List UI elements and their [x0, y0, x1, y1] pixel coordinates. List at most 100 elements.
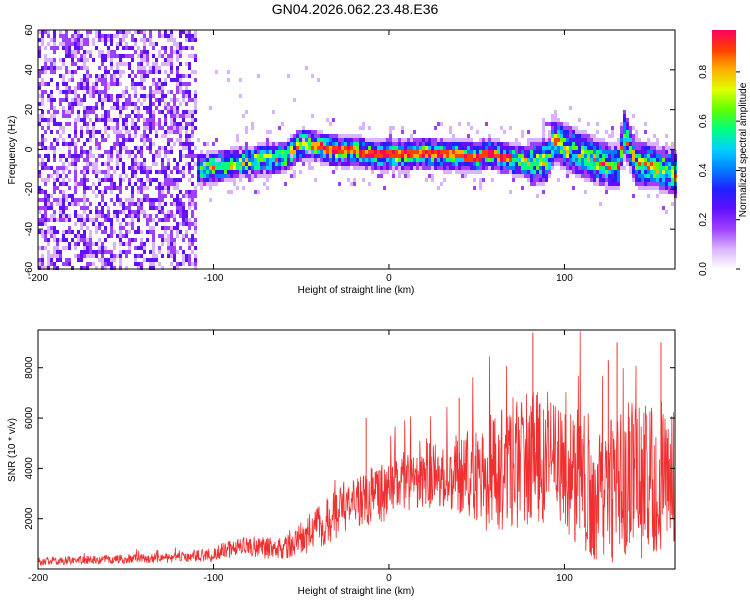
- spectrogram-cell: [638, 170, 641, 174]
- spectrogram-cell: [140, 86, 143, 90]
- spectrogram-cell: [50, 114, 53, 118]
- spectrogram-cell: [83, 118, 86, 122]
- spectrogram-cell: [359, 162, 362, 166]
- spectrogram-cell: [287, 154, 290, 158]
- spectrogram-cell: [428, 166, 431, 170]
- spectrogram-cell: [476, 162, 479, 166]
- spectrogram-cell: [188, 150, 191, 154]
- spectrogram-cell: [161, 146, 164, 150]
- spectrogram-cell: [317, 154, 320, 158]
- spectrogram-cell: [74, 70, 77, 74]
- spectrogram-cell: [98, 34, 101, 38]
- spectrogram-cell: [80, 234, 83, 238]
- spectrogram-cell: [137, 266, 140, 270]
- spectrogram-cell: [80, 102, 83, 106]
- spectrogram-cell: [194, 254, 197, 258]
- spectrogram-cell: [431, 174, 434, 178]
- spectrogram-cell: [86, 82, 89, 86]
- spectrogram-cell: [362, 138, 365, 142]
- spectrogram-cell: [56, 242, 59, 246]
- spectrogram-cell: [320, 154, 323, 158]
- spectrogram-cell: [302, 134, 305, 138]
- spectrogram-cell: [167, 58, 170, 62]
- spectrogram-cell: [446, 158, 449, 162]
- colorbar-tick-label: 0.8: [698, 64, 709, 78]
- spectrogram-cell: [80, 250, 83, 254]
- spectrogram-cell: [152, 82, 155, 86]
- spectrogram-cell: [86, 226, 89, 230]
- spectrogram-cell: [455, 150, 458, 154]
- spectrogram-cell: [416, 142, 419, 146]
- spectrogram-cell: [47, 226, 50, 230]
- spectrogram-cell: [116, 130, 119, 134]
- spectrogram-cell: [545, 138, 548, 142]
- spectrogram-cell: [509, 170, 512, 174]
- spectrogram-cell: [551, 154, 554, 158]
- spectrogram-cell: [158, 126, 161, 130]
- spectrogram-cell: [116, 126, 119, 130]
- spectrogram-cell: [641, 170, 644, 174]
- spectrogram-cell: [44, 222, 47, 226]
- spectrogram-cell: [494, 166, 497, 170]
- spectrogram-cell: [233, 162, 236, 166]
- spectrogram-cell: [320, 142, 323, 146]
- spectrogram-cell: [155, 214, 158, 218]
- spectrogram-cell: [611, 166, 614, 170]
- spectrogram-cell: [290, 158, 293, 162]
- spectrogram-cell: [128, 54, 131, 58]
- spectrogram-cell: [536, 162, 539, 166]
- spectrogram-cell: [557, 122, 560, 126]
- spectrogram-cell: [146, 106, 149, 110]
- spectrogram-cell: [89, 242, 92, 246]
- spectrogram-cell: [209, 186, 212, 190]
- spectrogram-cell: [56, 218, 59, 222]
- spectrogram-cell: [428, 174, 431, 178]
- spectrogram-cell: [116, 154, 119, 158]
- spectrogram-cell: [605, 162, 608, 166]
- spectrogram-cell: [143, 54, 146, 58]
- spectrogram-cell: [104, 94, 107, 98]
- spectrogram-cell: [362, 142, 365, 146]
- spectrogram-cell: [62, 162, 65, 166]
- spectrogram-cell: [170, 130, 173, 134]
- spectrogram-cell: [461, 158, 464, 162]
- spectrogram-cell: [86, 126, 89, 130]
- spectrogram-cell: [158, 102, 161, 106]
- spectrogram-cell: [515, 166, 518, 170]
- spectrogram-cell: [74, 178, 77, 182]
- spectrogram-cell: [329, 162, 332, 166]
- spectrogram-cell: [332, 142, 335, 146]
- spectrogram-cell: [407, 142, 410, 146]
- spectrogram-cell: [536, 178, 539, 182]
- spectrogram-cell: [203, 178, 206, 182]
- spectrogram-cell: [38, 206, 41, 210]
- spectrogram-cell: [533, 146, 536, 150]
- spectrogram-cell: [170, 214, 173, 218]
- spectrogram-cell: [95, 78, 98, 82]
- spectrogram-cell: [92, 126, 95, 130]
- spectrogram-cell: [65, 54, 68, 58]
- spectrogram-cell: [107, 134, 110, 138]
- spectrogram-cell: [641, 178, 644, 182]
- spectrogram-cell: [431, 158, 434, 162]
- spectrogram-cell: [623, 166, 626, 170]
- spectrogram-cell: [593, 162, 596, 166]
- spectrogram-cell: [41, 254, 44, 258]
- spectrogram-cell: [86, 218, 89, 222]
- spectrogram-cell: [194, 162, 197, 166]
- spectrogram-cell: [164, 218, 167, 222]
- spectrogram-cell: [485, 138, 488, 142]
- spectrogram-cell: [461, 146, 464, 150]
- spectrogram-cell: [68, 218, 71, 222]
- spectrogram-cell: [86, 214, 89, 218]
- spectrogram-cell: [653, 158, 656, 162]
- spectrogram-cell: [584, 154, 587, 158]
- spectrogram-cell: [476, 130, 479, 134]
- spectrogram-cell: [563, 158, 566, 162]
- spectrogram-cell: [302, 146, 305, 150]
- spectrogram-cell: [113, 74, 116, 78]
- spectrogram-cell: [140, 146, 143, 150]
- spectrogram-cell: [434, 150, 437, 154]
- spectrogram-cell: [530, 162, 533, 166]
- spectrogram-cell: [131, 214, 134, 218]
